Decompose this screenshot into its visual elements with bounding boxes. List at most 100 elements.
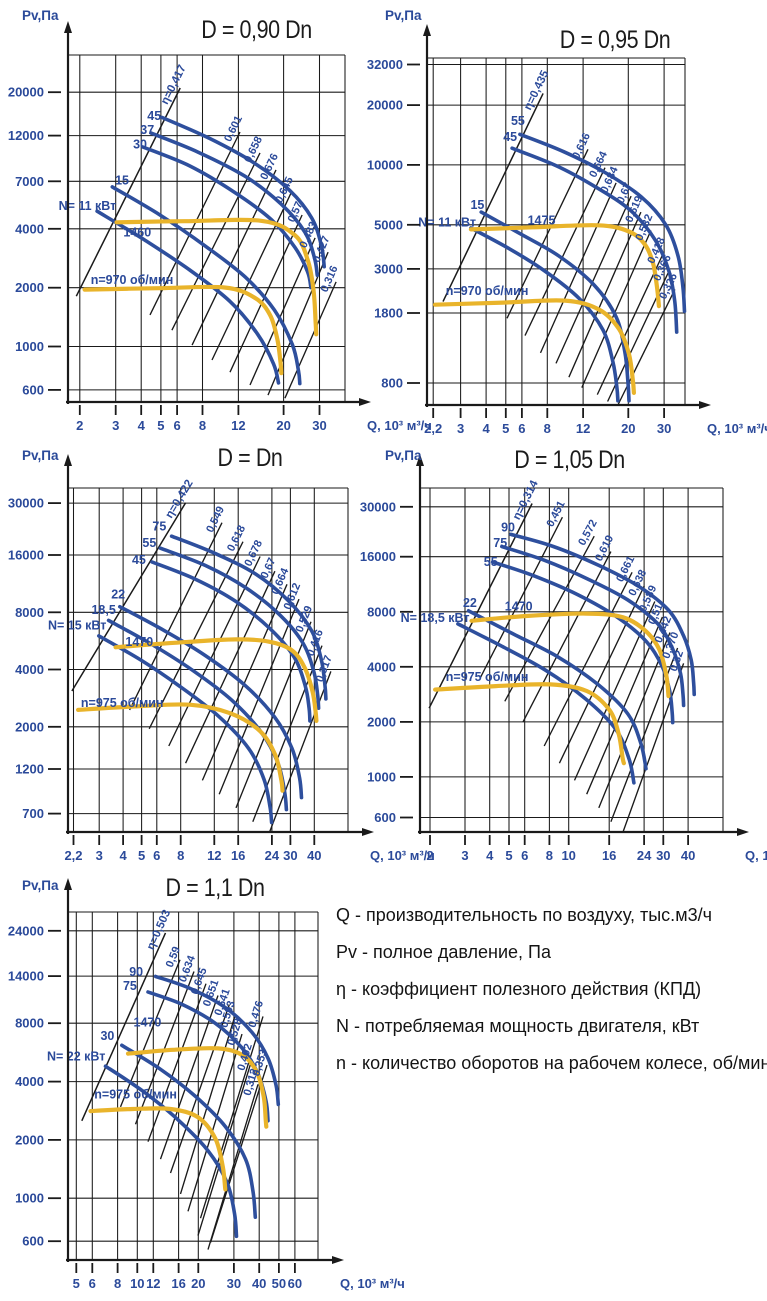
rpm-label: n=975 об/мин: [446, 670, 529, 684]
x-axis-arrow-icon: [359, 398, 371, 406]
x-tick-label: 20: [191, 1276, 205, 1291]
y-axis-arrow-icon: [416, 454, 424, 466]
rpm-curve: [82, 284, 284, 376]
rpm-label: n=975 об/мин: [81, 696, 164, 710]
efficiency-label: 0,619: [593, 533, 616, 563]
x-tick-label: 8: [544, 421, 551, 436]
efficiency-label: 0,476: [246, 999, 266, 1029]
y-axis-arrow-icon: [64, 454, 72, 466]
y-axis-label: Pv,Па: [22, 878, 59, 893]
axes: [64, 21, 371, 406]
x-tick-label: 10: [130, 1276, 144, 1291]
pressure-curve: [118, 604, 304, 800]
efficiency-label: 0,416: [305, 628, 326, 658]
x-tick-label: 6: [89, 1276, 96, 1291]
legend-line-n-rpm: n - количество оборотов на рабочем колес…: [336, 1053, 767, 1073]
power-line: [81, 932, 167, 1122]
power-label: 30: [133, 138, 147, 152]
y-axis-label: Pv,Па: [385, 8, 422, 23]
rpm-curves: [433, 611, 671, 766]
x-tick-label: 16: [231, 848, 245, 863]
pressure-curve: [466, 609, 648, 771]
y-tick-label: 16000: [8, 548, 44, 563]
y-tick-label: 32000: [367, 57, 403, 72]
pressure-curve: [509, 532, 696, 697]
efficiency-label: 0,572: [576, 518, 600, 548]
power-label: 37: [140, 123, 154, 137]
chart-canvas-4: 0,590,6340,6450,6510,6410,5930,5280,4760…: [8, 878, 405, 1291]
rpm-curve: [432, 298, 636, 395]
pressure-curve: [150, 560, 312, 723]
legend-notes: Q - производительность по воздуху, тыс.м…: [336, 897, 767, 1082]
power-line: [71, 502, 187, 692]
y-tick-label: 1200: [15, 762, 44, 777]
x-tick-label: 40: [307, 848, 321, 863]
y-tick-label: 16000: [360, 549, 396, 564]
x-tick-label: 4: [486, 848, 494, 863]
x-tick-label: 6: [153, 848, 160, 863]
efficiency-labels: 0,6160,6640,6840,670,6190,5320,4180,3660…: [522, 68, 680, 301]
power-label: 55: [142, 536, 156, 550]
power-label: 30: [100, 1029, 114, 1043]
power-label: 45: [132, 553, 146, 567]
x-axis-label: Q, 10³ м³/ч: [367, 418, 432, 433]
grid: [68, 487, 349, 832]
x-tick-label: 6: [518, 421, 525, 436]
rpm-curve: [433, 682, 626, 766]
rpm-labels: 1470 n=975 об/мин: [446, 600, 533, 685]
y-tick-label: 4000: [15, 221, 44, 236]
pressure-curve: [510, 146, 679, 334]
y-tick-label: 8000: [15, 1016, 44, 1031]
power-label: 18,5: [91, 603, 115, 617]
x-tick-label: 12: [146, 1276, 160, 1291]
x-axis-arrow-icon: [737, 828, 749, 836]
x-tick-label: 12: [207, 848, 221, 863]
x-tick-label: 8: [177, 848, 184, 863]
efficiency-label: 0,618: [225, 523, 248, 553]
pressure-curve: [469, 226, 620, 403]
x-tick-label: 30: [656, 848, 670, 863]
x-tick-label: 3: [96, 848, 103, 863]
y-tick-label: 1800: [374, 306, 403, 321]
pressure-curve: [160, 115, 326, 269]
rpm-labels: 1460 n=970 об/мин: [91, 226, 174, 287]
pressure-curve: [158, 546, 321, 710]
rpm-curve: [113, 637, 319, 723]
efficiency-label: 0,601: [222, 114, 245, 144]
rpm-labels: 1470 n=975 об/мин: [94, 1016, 177, 1102]
power-label: 55: [511, 114, 525, 128]
y-tick-label: 4000: [367, 659, 396, 674]
pressure-curves: [97, 534, 328, 825]
y-axis-arrow-icon: [64, 21, 72, 33]
x-tick-label: 40: [252, 1276, 266, 1291]
y-tick-label: 12000: [8, 128, 44, 143]
efficiency-label: 0,658: [242, 135, 265, 165]
x-tick-label: 5: [502, 421, 509, 436]
rpm-curves: [432, 223, 661, 395]
x-axis-arrow-icon: [362, 828, 374, 836]
x-tick-label: 6: [173, 418, 180, 433]
efficiency-lines: [479, 516, 685, 833]
x-axis-arrow-icon: [332, 1256, 344, 1264]
x-tick-label: 3: [112, 418, 119, 433]
x-tick-label: 24: [265, 848, 280, 863]
chart-canvas-0: 0,6010,6580,6760,6450,570,4830,4270,316η…: [8, 8, 432, 433]
y-tick-label: 600: [22, 1234, 44, 1249]
efficiency-label: 0,549: [204, 505, 227, 535]
chart-title-d-dn: D = Dn: [217, 444, 283, 472]
x-tick-label: 5: [138, 848, 145, 863]
efficiency-lines: [128, 522, 332, 833]
y-tick-label: 7000: [15, 174, 44, 189]
power-label: N= 11 кВт: [59, 199, 117, 213]
pressure-curve: [103, 1064, 239, 1239]
chart-canvas-1: 0,6160,6640,6840,670,6190,5320,4180,3660…: [367, 8, 767, 436]
y-tick-label: 2000: [15, 1132, 44, 1147]
axes: [64, 878, 344, 1264]
y-tick-label: 30000: [360, 499, 396, 514]
x-tick-label: 30: [283, 848, 297, 863]
efficiency-labels: 0,5490,6180,6780,670,6640,6120,5290,4160…: [164, 478, 335, 684]
